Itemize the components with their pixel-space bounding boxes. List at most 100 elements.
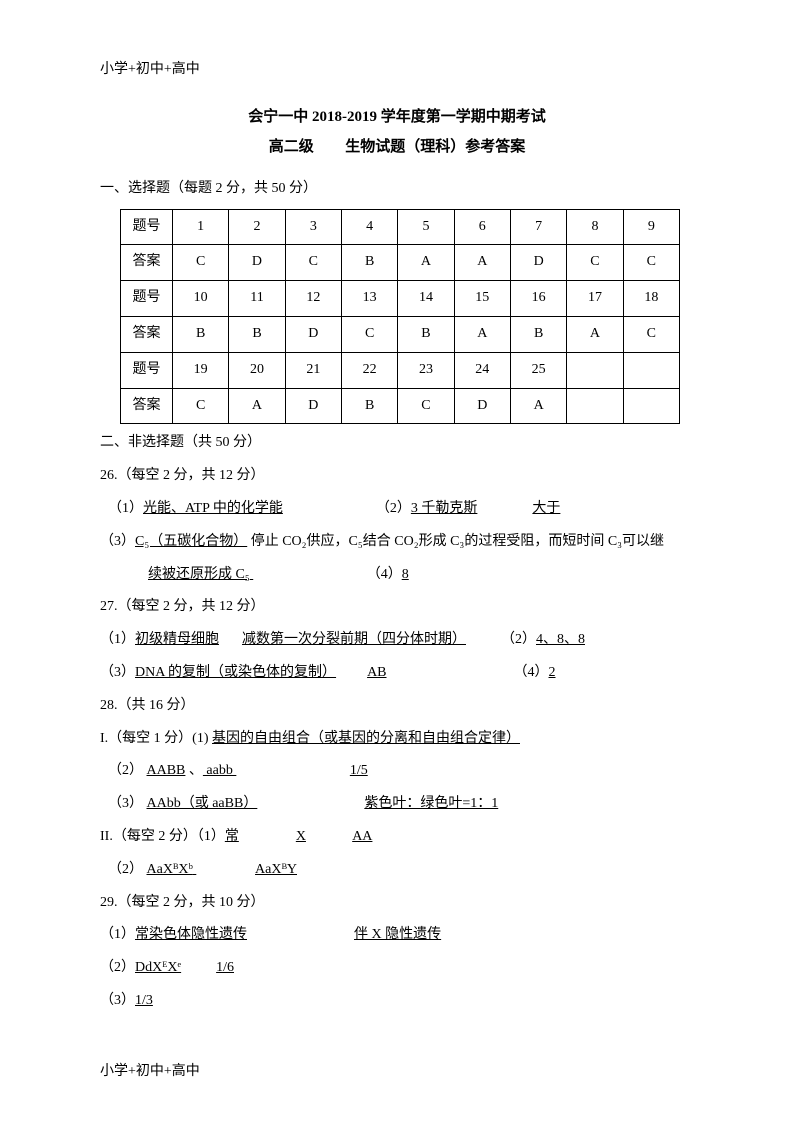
- q26-3b: 续被还原形成 C₅ （4）8: [100, 560, 694, 591]
- q26-2-ans2: 大于: [532, 501, 560, 516]
- table-cell: C: [623, 316, 679, 352]
- table-cell: A: [454, 245, 510, 281]
- row-label: 题号: [121, 352, 173, 388]
- table-cell: B: [173, 316, 229, 352]
- q27-4-ans: 2: [549, 665, 556, 680]
- q28-I-1-ans: 基因的自由组合（或基因的分离和自由组合定律）: [212, 731, 520, 746]
- table-cell: 21: [285, 352, 341, 388]
- q28-II-2: （2） AaXᴮXᵇ AaXᴮY: [100, 855, 694, 886]
- q27-1: （1）初级精母细胞 减数第一次分裂前期（四分体时期） （2）4、8、8: [100, 625, 694, 656]
- table-cell: D: [285, 316, 341, 352]
- table-cell: 24: [454, 352, 510, 388]
- table-cell: C: [623, 245, 679, 281]
- table-cell: D: [454, 388, 510, 424]
- table-cell: 22: [341, 352, 397, 388]
- table-cell: [567, 388, 623, 424]
- q26-1: （1）光能、ATP 中的化学能 （2）3 千勒克斯 大于: [100, 494, 694, 525]
- q28-I-1: I.（每空 1 分）(1) 基因的自由组合（或基因的分离和自由组合定律）: [100, 724, 694, 755]
- table-cell: 1: [173, 209, 229, 245]
- q28-II-head: II.（每空 2 分）（1）: [100, 829, 225, 844]
- q29-1-ans2: 伴 X 隐性遗传: [354, 927, 441, 942]
- table-cell: D: [510, 245, 566, 281]
- q29-2-ans1: DdXᴱXᵉ: [135, 960, 181, 975]
- q26-head: 26.（每空 2 分，共 12 分）: [100, 461, 694, 492]
- q28-I-head: I.（每空 1 分）(1): [100, 731, 212, 746]
- section-1-head: 一、选择题（每题 2 分，共 50 分）: [100, 174, 694, 205]
- q27-3-ans1: DNA 的复制（或染色体的复制）: [135, 665, 336, 680]
- title-line-1: 会宁一中 2018-2019 学年度第一学期中期考试: [100, 104, 694, 131]
- table-row: 答案 C A D B C D A: [121, 388, 680, 424]
- q29-3: （3）1/3: [100, 986, 694, 1017]
- q28-I-2: （2） AABB 、 aabb 1/5: [100, 756, 694, 787]
- title-subject: 生物试题（理科）参考答案: [345, 139, 525, 155]
- q29-2: （2）DdXᴱXᵉ 1/6: [100, 953, 694, 984]
- q27-4-pre: （4）: [514, 665, 549, 680]
- table-cell: A: [510, 388, 566, 424]
- q29-3-ans: 1/3: [135, 993, 153, 1008]
- q26-4-pre: （4）: [367, 567, 402, 582]
- table-cell: A: [454, 316, 510, 352]
- table-cell: 14: [398, 281, 454, 317]
- q27-3-ans2: AB: [367, 665, 386, 680]
- table-cell: [623, 352, 679, 388]
- q27-1-ans1: 初级精母细胞: [135, 632, 219, 647]
- table-cell: 12: [285, 281, 341, 317]
- table-cell: 17: [567, 281, 623, 317]
- row-label: 题号: [121, 281, 173, 317]
- table-cell: 6: [454, 209, 510, 245]
- answer-table: 题号 1 2 3 4 5 6 7 8 9 答案 C D C B A A D C …: [120, 209, 680, 425]
- q27-2-ans: 4、8、8: [536, 632, 585, 647]
- q28-II-2-ans1: AaXᴮXᵇ: [147, 862, 193, 877]
- table-cell: 11: [229, 281, 285, 317]
- row-label: 题号: [121, 209, 173, 245]
- table-row: 题号 19 20 21 22 23 24 25: [121, 352, 680, 388]
- q28-I-3-ans1: AAbb（或 aaBB）: [147, 796, 258, 811]
- q28-II-2-ans2: AaXᴮY: [255, 862, 297, 877]
- q26-3: （3）C₅（五碳化合物） 停止 CO₂供应，C₅结合 CO₂形成 C₃的过程受阻…: [100, 527, 694, 558]
- row-label: 答案: [121, 316, 173, 352]
- table-cell: C: [173, 388, 229, 424]
- table-cell: B: [341, 388, 397, 424]
- table-row: 答案 C D C B A A D C C: [121, 245, 680, 281]
- row-label: 答案: [121, 245, 173, 281]
- row-label: 答案: [121, 388, 173, 424]
- q29-1-pre: （1）: [100, 927, 135, 942]
- table-cell: 15: [454, 281, 510, 317]
- q28-II-1-ans3: AA: [352, 829, 372, 844]
- q26-3-ans1: C₅（五碳化合物）: [135, 534, 247, 549]
- q28-II-1-ans2: X: [296, 829, 306, 844]
- q27-3-pre: （3）: [100, 665, 135, 680]
- q29-1-ans1: 常染色体隐性遗传: [135, 927, 247, 942]
- q28-I-3-pre: （3）: [108, 796, 147, 811]
- table-cell: C: [341, 316, 397, 352]
- q28-I-2-pre: （2）: [108, 763, 147, 778]
- table-cell: 8: [567, 209, 623, 245]
- table-cell: A: [229, 388, 285, 424]
- table-cell: B: [398, 316, 454, 352]
- q27-1-pre: （1）: [100, 632, 135, 647]
- table-cell: 7: [510, 209, 566, 245]
- table-cell: C: [567, 245, 623, 281]
- q28-I-3: （3） AAbb（或 aaBB） 紫色叶：绿色叶=1：1: [100, 789, 694, 820]
- q29-head: 29.（每空 2 分，共 10 分）: [100, 888, 694, 919]
- q29-2-pre: （2）: [100, 960, 135, 975]
- table-cell: A: [398, 245, 454, 281]
- q27-2-pre: （2）: [501, 632, 536, 647]
- q27-3: （3）DNA 的复制（或染色体的复制） AB （4）2: [100, 658, 694, 689]
- q28-II-1: II.（每空 2 分）（1）常 X AA: [100, 822, 694, 853]
- table-cell: 18: [623, 281, 679, 317]
- table-cell: 19: [173, 352, 229, 388]
- q28-head: 28.（共 16 分）: [100, 691, 694, 722]
- table-cell: C: [173, 245, 229, 281]
- q26-2-ans1: 3 千勒克斯: [411, 501, 478, 516]
- table-cell: C: [285, 245, 341, 281]
- table-row: 题号 10 11 12 13 14 15 16 17 18: [121, 281, 680, 317]
- table-cell: D: [229, 245, 285, 281]
- table-cell: C: [398, 388, 454, 424]
- q27-head: 27.（每空 2 分，共 12 分）: [100, 592, 694, 623]
- q28-I-3-ans2: 紫色叶：绿色叶=1：1: [364, 796, 498, 811]
- table-cell: [623, 388, 679, 424]
- q29-1: （1）常染色体隐性遗传 伴 X 隐性遗传: [100, 920, 694, 951]
- q28-I-2-ans1: AABB: [147, 763, 186, 778]
- table-cell: 2: [229, 209, 285, 245]
